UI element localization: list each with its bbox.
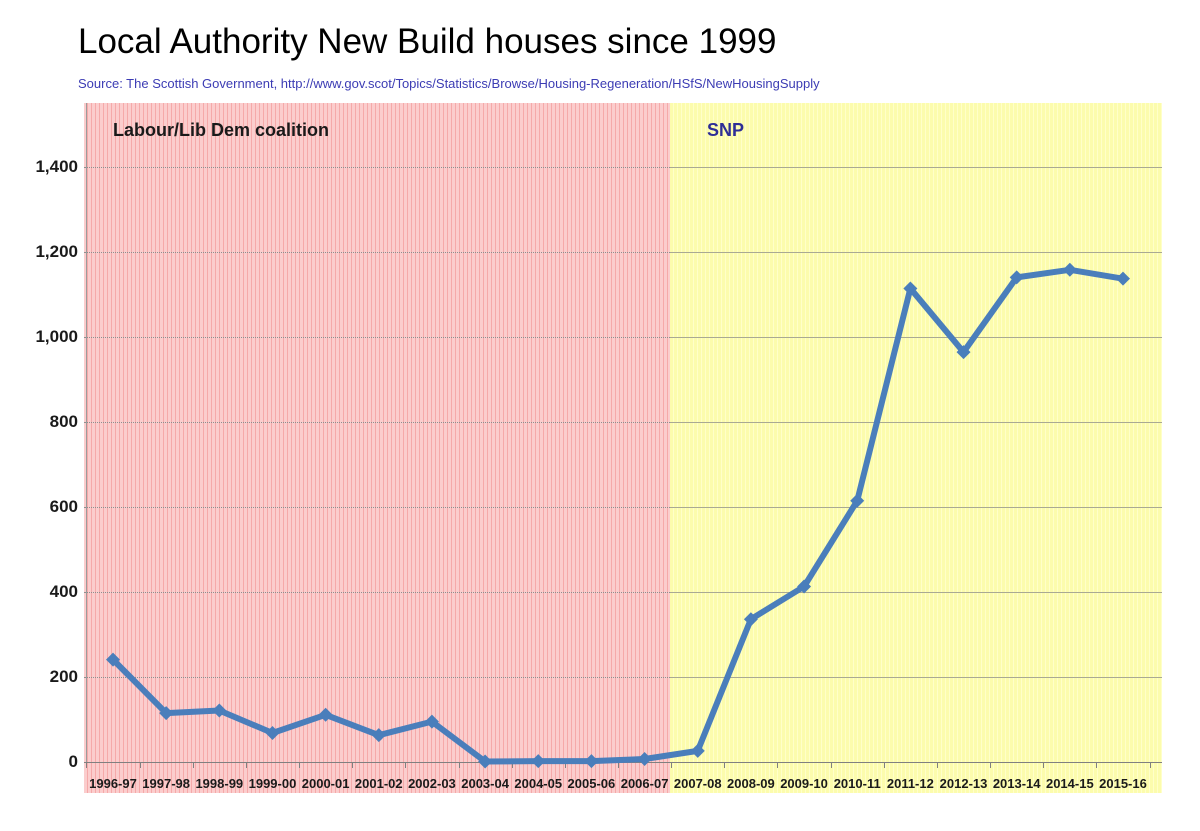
data-point-marker [1116, 271, 1131, 286]
data-point-marker [478, 754, 493, 769]
data-point-marker [797, 579, 812, 594]
x-tick-mark [777, 761, 779, 768]
data-point-marker [956, 345, 971, 360]
x-tick-label: 1997-98 [142, 776, 191, 791]
gridline [670, 506, 1162, 508]
x-tick-mark [86, 761, 88, 768]
x-tick-label: 2015-16 [1099, 776, 1147, 791]
gridline [670, 676, 1162, 678]
x-tick-label: 2002-03 [408, 776, 456, 791]
x-tick-mark [990, 761, 992, 768]
x-tick-mark [724, 761, 726, 768]
data-point-marker [584, 754, 599, 769]
gridline [84, 591, 670, 593]
x-tick-label: 1998-99 [195, 776, 244, 791]
data-point-marker [690, 743, 705, 758]
data-point-marker [212, 703, 227, 718]
gridline [84, 676, 670, 678]
data-line-path [110, 266, 1126, 765]
x-tick-mark [1149, 761, 1151, 768]
x-tick-mark [618, 761, 619, 768]
x-tick-label: 2011-12 [886, 776, 934, 791]
gridline [670, 166, 1162, 168]
x-tick-label: 2007-08 [673, 776, 722, 791]
x-tick-label: 2014-15 [1045, 776, 1094, 791]
y-tick-label: 1,200 [35, 241, 78, 261]
source-line: Source: The Scottish Government, http://… [78, 76, 820, 91]
x-tick-mark [564, 761, 566, 768]
y-tick-label: 800 [49, 411, 78, 431]
plot-area: Labour/Lib Dem coalition SNP 1996-97 1997… [84, 103, 1162, 793]
x-tick-mark [830, 761, 832, 768]
x-tick-mark [139, 761, 141, 768]
gridline [670, 421, 1162, 423]
gridline [84, 251, 670, 253]
x-tick-label: 2012-13 [939, 776, 988, 791]
x-tick-mark [245, 761, 247, 768]
data-point-marker [265, 726, 280, 741]
x-tick-label: 2013-14 [992, 776, 1041, 791]
data-point-marker [1062, 262, 1077, 277]
gridline [670, 591, 1162, 593]
data-point-marker [424, 714, 439, 729]
x-tick-label: 2010-11 [833, 776, 881, 791]
x-tick-mark [1096, 761, 1098, 768]
y-tick-label: 0 [68, 751, 78, 771]
x-tick-mark [511, 761, 513, 768]
data-point-marker [637, 751, 652, 766]
y-tick-label: 600 [49, 496, 78, 516]
y-axis-line [86, 103, 87, 762]
x-tick-label: 2005-06 [567, 776, 616, 791]
y-tick-label: 200 [49, 666, 78, 686]
x-tick-label: 2009-10 [780, 776, 828, 791]
data-point-marker [531, 754, 546, 769]
x-tick-label: 1996-97 [89, 776, 137, 791]
x-tick-label: 2004-05 [514, 776, 563, 791]
x-tick-mark [671, 761, 673, 768]
gridline [84, 506, 670, 508]
x-tick-label: 2008-09 [727, 776, 775, 791]
gridline [670, 251, 1162, 253]
region-band-snp [670, 103, 1162, 793]
region-band-labour [84, 103, 670, 793]
x-tick-label: 2001-02 [354, 776, 403, 791]
data-point-marker [106, 652, 120, 667]
x-tick-label: 2000-01 [301, 776, 350, 791]
gridline [670, 336, 1162, 338]
data-point-marker [159, 706, 174, 721]
gridline [84, 336, 670, 338]
x-tick-mark [1043, 761, 1045, 768]
data-point-marker [371, 728, 386, 743]
x-tick-label: 1999-00 [248, 776, 297, 791]
data-point-marker [318, 707, 333, 722]
x-tick-mark [936, 761, 938, 768]
page-title: Local Authority New Build houses since 1… [78, 22, 777, 61]
x-tick-mark [192, 761, 194, 768]
gridline [84, 421, 670, 423]
data-line [106, 262, 1131, 769]
region-label-labour: Labour/Lib Dem coalition [113, 120, 330, 140]
x-tick-mark [299, 761, 301, 768]
data-point-marker [850, 493, 865, 508]
y-tick-label: 400 [49, 581, 78, 601]
x-tick-label: 2006-07 [620, 776, 669, 791]
y-tick-label: 1,400 [35, 156, 78, 176]
data-point-marker [903, 281, 918, 296]
x-tick-mark [883, 761, 885, 768]
x-tick-label: 2003-04 [461, 776, 509, 791]
data-point-marker [743, 612, 758, 627]
data-point-marker [1009, 270, 1024, 285]
x-tick-mark [405, 761, 407, 768]
x-tick-mark [458, 761, 460, 768]
y-tick-label: 1,000 [35, 326, 78, 346]
gridline [84, 166, 670, 168]
region-label-snp: SNP [707, 120, 745, 140]
x-tick-mark [352, 761, 354, 768]
